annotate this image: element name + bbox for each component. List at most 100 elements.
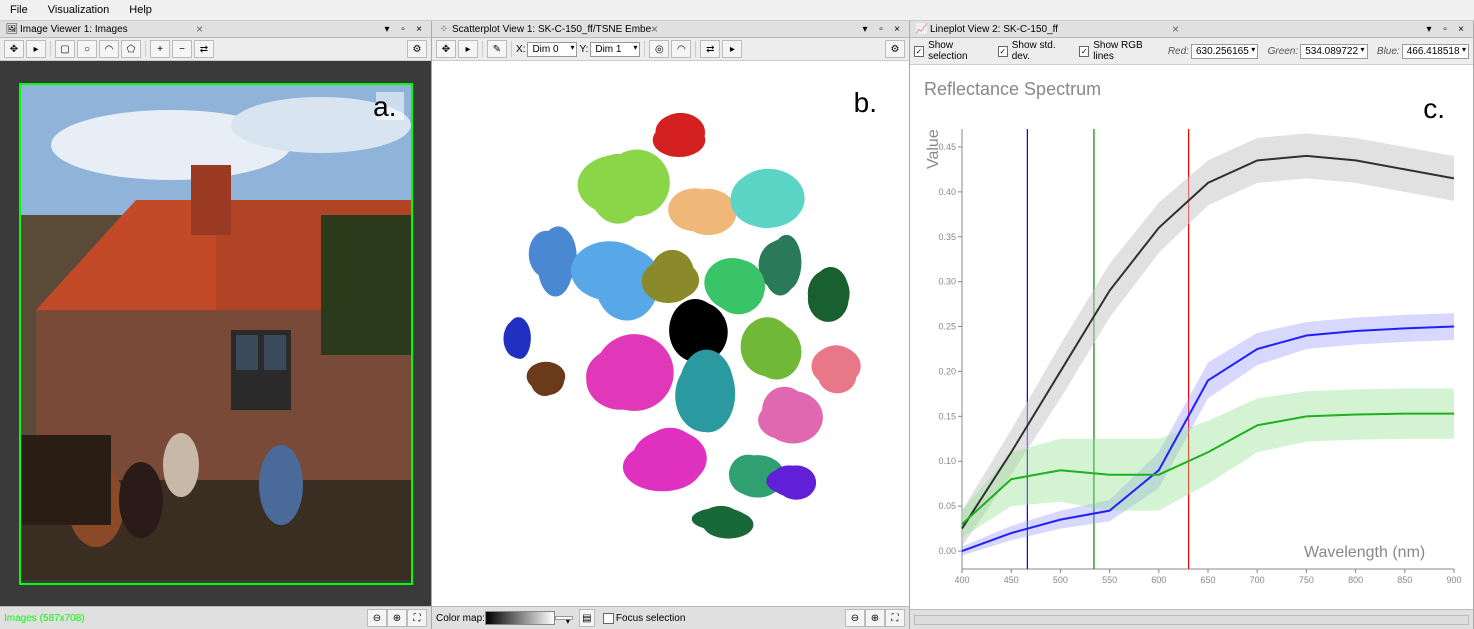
- svg-text:0.05: 0.05: [938, 501, 956, 511]
- panel-b-body: b.: [432, 61, 909, 606]
- rect-select-tool[interactable]: ▢: [55, 40, 75, 58]
- colormap-edit-icon[interactable]: ▤: [579, 609, 595, 627]
- colormap-gradient[interactable]: [485, 611, 555, 625]
- panels-container: 🖼 Image Viewer 1: Images × ▾ ▫ × ✥ ▸ ▢ ○…: [0, 21, 1474, 629]
- panel-c-body: Reflectance SpectrumValueWavelength (nm)…: [910, 65, 1473, 609]
- svg-text:500: 500: [1053, 575, 1068, 585]
- painting-image: [21, 85, 411, 580]
- y-axis-label: Y:: [579, 44, 588, 55]
- close-icon[interactable]: ×: [413, 23, 425, 35]
- scatter-viewport[interactable]: b.: [432, 61, 909, 606]
- show-selection-label: Show selection: [928, 40, 988, 62]
- zoom-in-icon[interactable]: ⊕: [865, 609, 885, 627]
- menu-visualization[interactable]: Visualization: [42, 2, 116, 18]
- menu-file[interactable]: File: [4, 2, 34, 18]
- brush-tool[interactable]: ✎: [487, 40, 507, 58]
- panel-b-label: b.: [854, 87, 877, 119]
- blue-label: Blue:: [1377, 46, 1400, 57]
- lineplot-icon: 📈: [916, 23, 928, 35]
- panel-a-toolbar: ✥ ▸ ▢ ○ ◠ ⬠ + − ⇄ ⚙: [0, 38, 431, 61]
- svg-text:0.35: 0.35: [938, 232, 956, 242]
- svg-text:0.00: 0.00: [938, 546, 956, 556]
- maximize-icon[interactable]: ▫: [397, 23, 409, 35]
- show-selection-checkbox[interactable]: [914, 46, 924, 57]
- panel-a-label: a.: [373, 91, 396, 123]
- close-icon[interactable]: ×: [1455, 23, 1467, 35]
- maximize-icon[interactable]: ▫: [1439, 23, 1451, 35]
- svg-text:700: 700: [1250, 575, 1265, 585]
- pointer-tool[interactable]: ▸: [458, 40, 478, 58]
- show-stddev-label: Show std. dev.: [1012, 40, 1070, 62]
- svg-text:0.20: 0.20: [938, 366, 956, 376]
- show-rgb-checkbox[interactable]: [1079, 46, 1089, 57]
- zoom-fit-icon[interactable]: ⛶: [885, 609, 905, 627]
- maximize-icon[interactable]: ▫: [875, 23, 887, 35]
- zoom-out-icon[interactable]: ⊖: [845, 609, 865, 627]
- blue-value-dropdown[interactable]: 466.418518: [1402, 44, 1469, 59]
- scatter-plot: [432, 61, 909, 581]
- zoom-out-icon[interactable]: ⊖: [367, 609, 387, 627]
- green-value-dropdown[interactable]: 534.089722: [1300, 44, 1367, 59]
- minimize-icon[interactable]: ▾: [381, 23, 393, 35]
- pointer-tool[interactable]: ▸: [26, 40, 46, 58]
- move-tool[interactable]: ✥: [436, 40, 456, 58]
- scatter-icon: ⁘: [438, 23, 450, 35]
- close-tab-icon[interactable]: ×: [1172, 22, 1179, 36]
- image-icon: 🖼: [6, 23, 18, 35]
- reflectance-chart: Reflectance SpectrumValueWavelength (nm)…: [914, 69, 1470, 607]
- remove-tool[interactable]: −: [172, 40, 192, 58]
- y-axis-dropdown[interactable]: Dim 1: [590, 42, 640, 57]
- menubar: File Visualization Help: [0, 0, 1474, 21]
- panel-c-label: c.: [1423, 93, 1445, 125]
- panel-c-title: Lineplot View 2: SK-C-150_ff: [930, 24, 1172, 35]
- close-tab-icon[interactable]: ×: [651, 22, 658, 36]
- red-value-dropdown[interactable]: 630.256165: [1191, 44, 1258, 59]
- panel-b-title: Scatterplot View 1: SK-C-150_ff/TSNE Emb…: [452, 24, 651, 35]
- close-icon[interactable]: ×: [891, 23, 903, 35]
- panel-b-header: ⁘ Scatterplot View 1: SK-C-150_ff/TSNE E…: [432, 21, 909, 38]
- svg-text:0.25: 0.25: [938, 322, 956, 332]
- svg-text:400: 400: [954, 575, 969, 585]
- target-tool[interactable]: ◎: [649, 40, 669, 58]
- lasso-tool[interactable]: ◠: [99, 40, 119, 58]
- show-rgb-label: Show RGB lines: [1093, 40, 1158, 62]
- colormap-label: Color map:: [436, 613, 485, 624]
- poly-tool[interactable]: ⬠: [121, 40, 141, 58]
- colormap-dropdown[interactable]: [555, 616, 573, 620]
- svg-text:Reflectance Spectrum: Reflectance Spectrum: [924, 79, 1101, 99]
- svg-text:0.15: 0.15: [938, 411, 956, 421]
- zoom-in-icon[interactable]: ⊕: [387, 609, 407, 627]
- panel-a-title: Image Viewer 1: Images: [20, 24, 196, 35]
- panel-b-toolbar: ✥ ▸ ✎ X: Dim 0 Y: Dim 1 ◎ ◠ ⇄ ▸ ⚙: [432, 38, 909, 61]
- settings-icon[interactable]: ⚙: [885, 40, 905, 58]
- focus-selection-label: Focus selection: [616, 613, 685, 624]
- horizontal-scrollbar[interactable]: [914, 615, 1469, 625]
- svg-text:450: 450: [1004, 575, 1019, 585]
- move-tool[interactable]: ✥: [4, 40, 24, 58]
- circle-select-tool[interactable]: ○: [77, 40, 97, 58]
- minimize-icon[interactable]: ▾: [859, 23, 871, 35]
- menu-help[interactable]: Help: [123, 2, 158, 18]
- minimize-icon[interactable]: ▾: [1423, 23, 1435, 35]
- invert-tool[interactable]: ⇄: [194, 40, 214, 58]
- lasso-tool[interactable]: ◠: [671, 40, 691, 58]
- svg-text:0.10: 0.10: [938, 456, 956, 466]
- add-tool[interactable]: +: [150, 40, 170, 58]
- invert-tool[interactable]: ⇄: [700, 40, 720, 58]
- x-axis-dropdown[interactable]: Dim 0: [527, 42, 577, 57]
- svg-text:850: 850: [1397, 575, 1412, 585]
- close-tab-icon[interactable]: ×: [196, 22, 203, 36]
- svg-text:600: 600: [1151, 575, 1166, 585]
- show-stddev-checkbox[interactable]: [998, 46, 1008, 57]
- focus-selection-checkbox[interactable]: [603, 613, 614, 624]
- svg-text:800: 800: [1348, 575, 1363, 585]
- panel-a-body: a.: [0, 61, 431, 606]
- lineplot-viewport[interactable]: Reflectance SpectrumValueWavelength (nm)…: [910, 65, 1473, 609]
- image-viewport[interactable]: a.: [0, 61, 431, 606]
- zoom-fit-icon[interactable]: ⛶: [407, 609, 427, 627]
- svg-text:750: 750: [1299, 575, 1314, 585]
- settings-icon[interactable]: ⚙: [407, 40, 427, 58]
- image-viewer-panel: 🖼 Image Viewer 1: Images × ▾ ▫ × ✥ ▸ ▢ ○…: [0, 21, 432, 629]
- clear-tool[interactable]: ▸: [722, 40, 742, 58]
- red-label: Red:: [1168, 46, 1189, 57]
